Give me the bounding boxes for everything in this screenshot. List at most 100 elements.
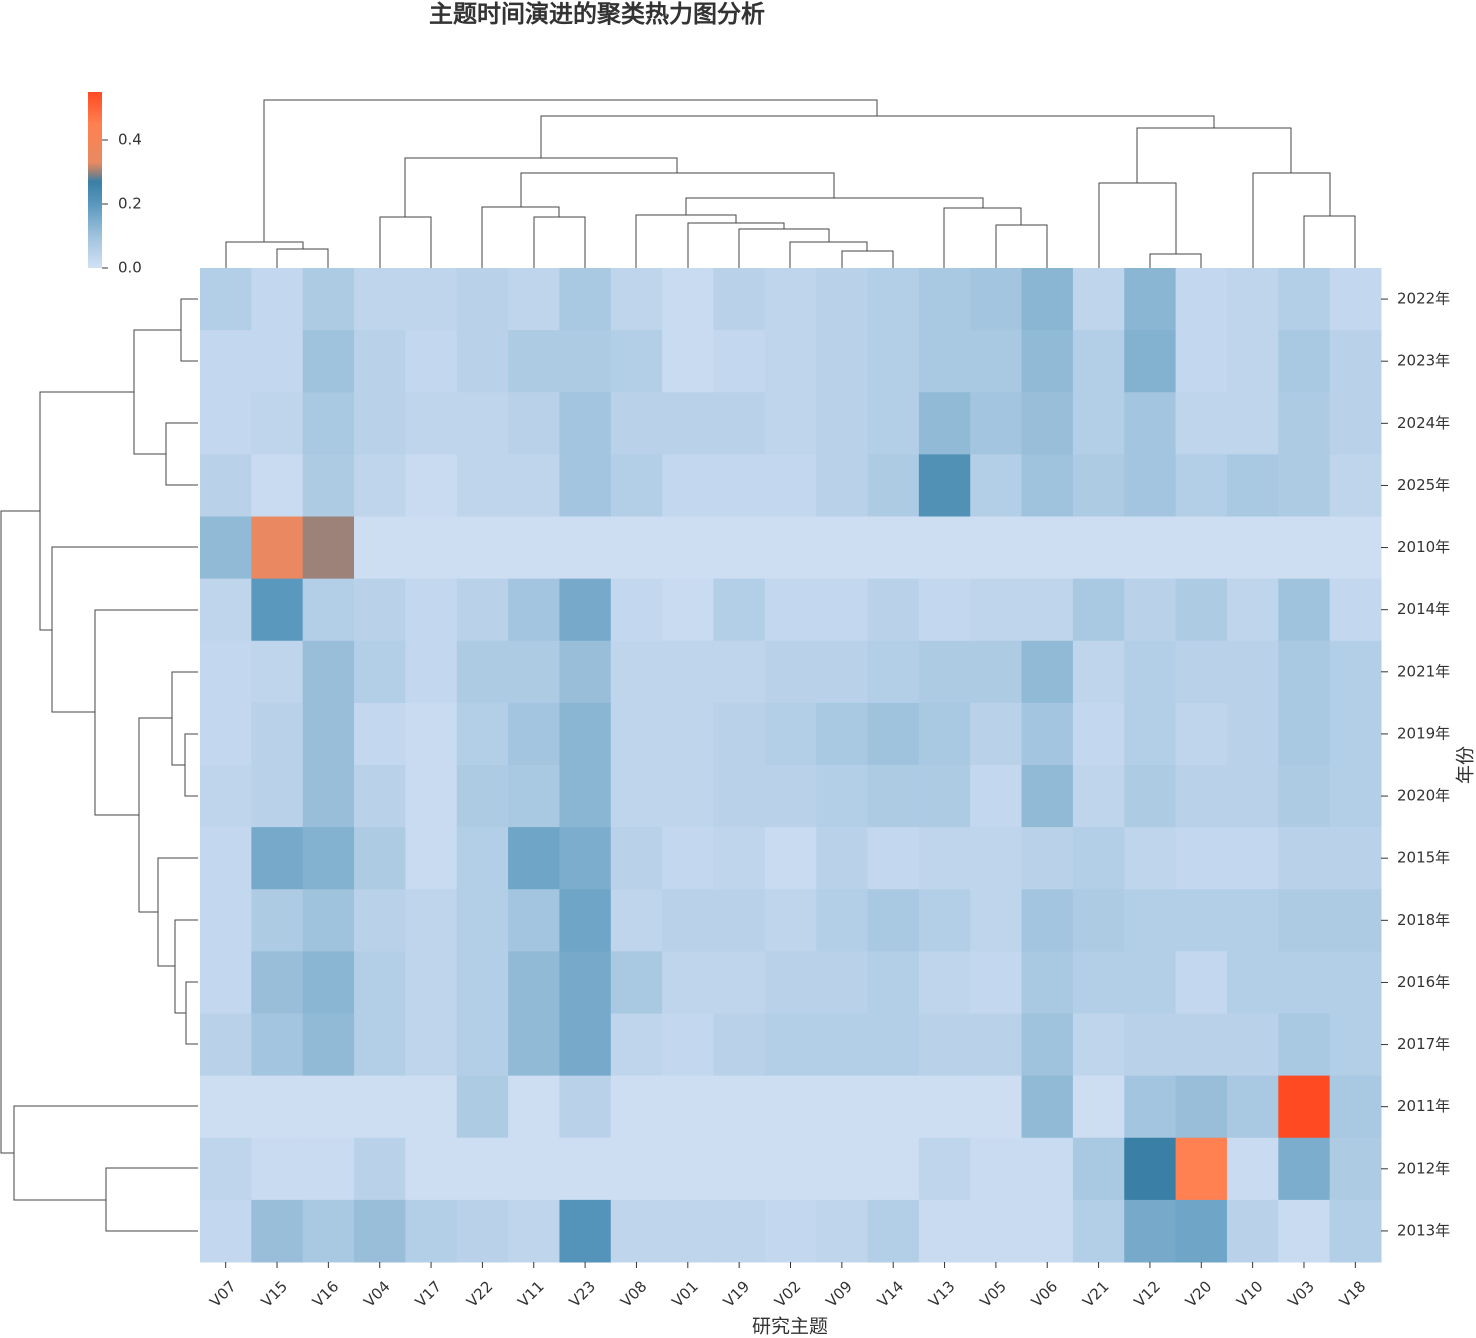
heatmap-cell	[200, 1013, 252, 1077]
heatmap-cell	[200, 1199, 252, 1263]
heatmap-cell	[1072, 702, 1125, 766]
heatmap-cell	[764, 640, 817, 704]
heatmap-cell	[816, 1075, 869, 1139]
heatmap-cell	[508, 578, 560, 642]
heatmap-cell	[867, 765, 920, 828]
heatmap-cell	[559, 1013, 612, 1077]
heatmap-cell	[1329, 1137, 1382, 1201]
x-tick-label: V20	[1182, 1277, 1215, 1310]
y-tick-label: 2019年	[1397, 724, 1450, 742]
heatmap-cell	[1124, 330, 1177, 393]
heatmap-cell	[918, 1199, 971, 1263]
heatmap-cell	[302, 1137, 355, 1201]
heatmap-cell	[1175, 640, 1228, 704]
x-tick-label: V10	[1233, 1277, 1266, 1310]
heatmap-cell	[610, 889, 663, 952]
heatmap-cell	[1226, 330, 1279, 393]
heatmap-cell	[405, 1137, 458, 1201]
heatmap-cell	[918, 392, 971, 455]
heatmap-cell	[816, 640, 869, 704]
heatmap-cell	[918, 268, 971, 331]
heatmap-cell	[1278, 516, 1331, 580]
heatmap-cell	[405, 702, 458, 766]
heatmap-cell	[816, 330, 869, 393]
heatmap-cell	[1021, 640, 1074, 704]
x-tick-label: V11	[514, 1277, 547, 1310]
heatmap-cell	[867, 951, 920, 1014]
heatmap-cell	[1329, 516, 1382, 580]
heatmap-cell	[1124, 640, 1177, 704]
heatmap-cell	[354, 889, 406, 952]
heatmap-cell	[251, 827, 304, 890]
heatmap-cell	[1175, 578, 1228, 642]
heatmap-cell	[816, 889, 869, 952]
heatmap-cell	[1124, 765, 1177, 828]
heatmap-cell	[1175, 454, 1228, 517]
heatmap-cell	[559, 702, 612, 766]
x-tick-label: V22	[463, 1277, 496, 1310]
heatmap-cell	[559, 454, 612, 517]
heatmap-cell	[1021, 516, 1074, 580]
heatmap-cell	[508, 702, 560, 766]
heatmap-cell	[970, 516, 1023, 580]
heatmap-cell	[1021, 765, 1074, 828]
heatmap-cell	[816, 392, 869, 455]
heatmap-cell	[456, 516, 509, 580]
heatmap-cell	[302, 330, 355, 393]
heatmap-cell	[764, 516, 817, 580]
heatmap-cell	[764, 454, 817, 517]
heatmap-cell	[970, 702, 1023, 766]
heatmap-cell	[1226, 951, 1279, 1014]
heatmap-cell	[405, 1075, 458, 1139]
heatmap-cell	[251, 1137, 304, 1201]
heatmap-cell	[354, 330, 406, 393]
heatmap-cell	[1278, 1075, 1331, 1139]
heatmap-cell	[302, 765, 355, 828]
heatmap-cell	[1124, 951, 1177, 1014]
heatmap-cell	[918, 951, 971, 1014]
heatmap-cell	[970, 827, 1023, 890]
heatmap-cell	[662, 640, 714, 704]
heatmap-cell	[867, 392, 920, 455]
heatmap-cell	[1072, 951, 1125, 1014]
heatmap-cell	[251, 1075, 304, 1139]
heatmap-cell	[764, 578, 817, 642]
heatmap-cell	[662, 1199, 714, 1263]
heatmap-cell	[970, 392, 1023, 455]
heatmap-cell	[610, 702, 663, 766]
heatmap-cell	[1072, 392, 1125, 455]
y-tick-label: 2018年	[1397, 911, 1450, 929]
heatmap-cell	[1072, 454, 1125, 517]
heatmap-cell	[302, 1199, 355, 1263]
x-tick-label: V15	[258, 1277, 291, 1310]
heatmap-cell	[1021, 268, 1074, 331]
heatmap-cell	[508, 454, 560, 517]
y-tick-label: 2023年	[1397, 352, 1450, 370]
heatmap-cell	[662, 951, 714, 1014]
heatmap-cell	[1021, 454, 1074, 517]
x-tick-label: V12	[1130, 1277, 1163, 1310]
heatmap-cell	[1175, 765, 1228, 828]
heatmap-cell	[1072, 1075, 1125, 1139]
heatmap-cell	[1072, 827, 1125, 890]
heatmap-cell	[405, 392, 458, 455]
heatmap-cell	[200, 454, 252, 517]
heatmap-cell	[970, 268, 1023, 331]
heatmap-cell	[713, 330, 766, 393]
heatmap-cell	[970, 889, 1023, 952]
heatmap-cell	[970, 765, 1023, 828]
heatmap-cell	[867, 1199, 920, 1263]
heatmap-cell	[764, 765, 817, 828]
row-dendrogram	[0, 298, 198, 1232]
heatmap-cell	[816, 827, 869, 890]
heatmap-cell	[1226, 1075, 1279, 1139]
heatmap-cell	[1175, 889, 1228, 952]
heatmap-cell	[508, 392, 560, 455]
heatmap-cell	[1278, 702, 1331, 766]
heatmap-cell	[1278, 392, 1331, 455]
heatmap-cell	[354, 951, 406, 1014]
heatmap-cell	[918, 578, 971, 642]
x-tick-label: V05	[976, 1277, 1009, 1310]
heatmap-cell	[1226, 889, 1279, 952]
